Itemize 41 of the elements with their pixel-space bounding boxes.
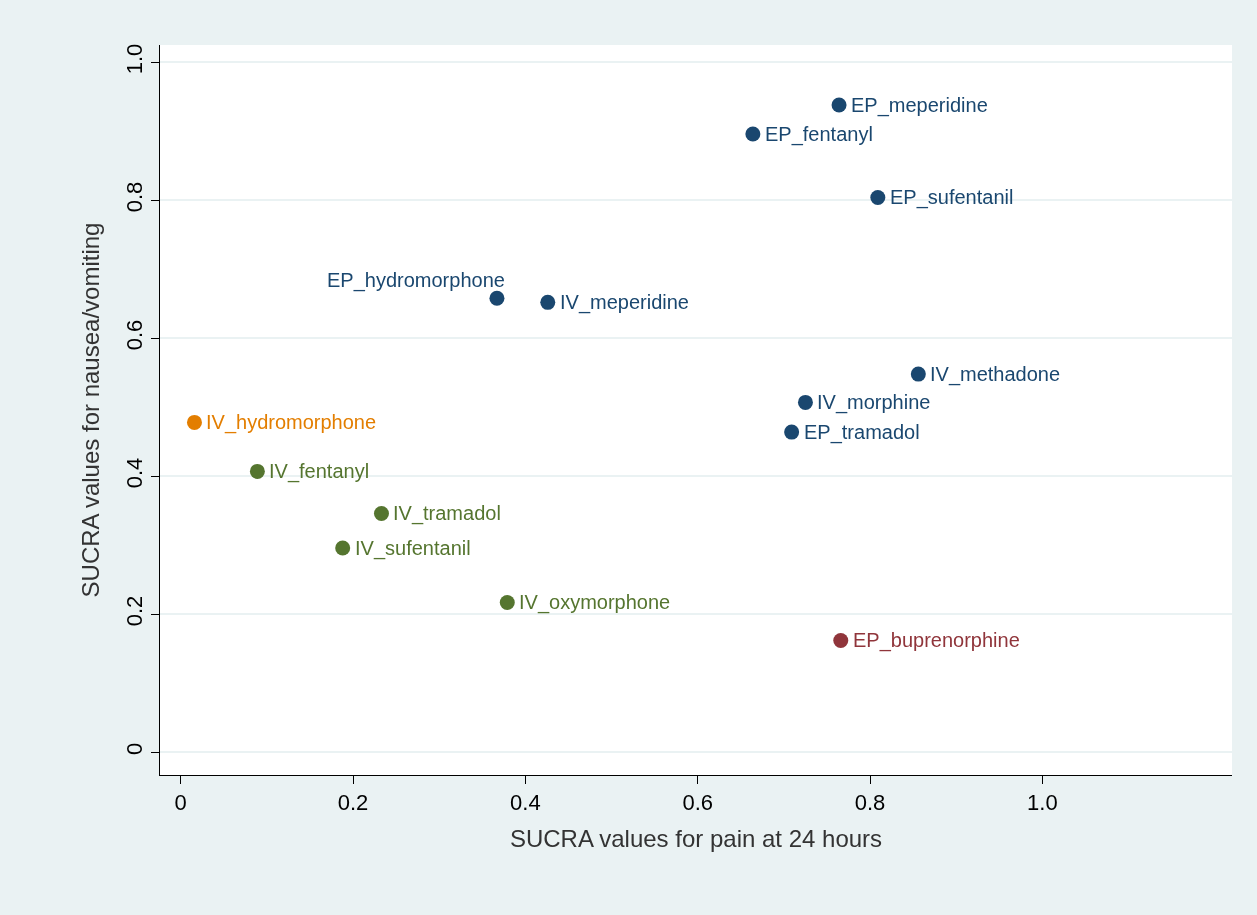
x-tick-label: 0.6 <box>682 790 714 816</box>
point <box>745 126 761 142</box>
annotation: EP_meperidine <box>851 94 988 117</box>
annotation: EP_tramadol <box>804 421 920 444</box>
y-tick-label: 0.2 <box>122 595 148 627</box>
point <box>784 424 800 440</box>
x-tick-label: 1.0 <box>1027 790 1058 816</box>
annotation: IV_morphine <box>817 391 931 414</box>
x-tick-label: 0.4 <box>510 790 541 816</box>
point <box>831 97 847 113</box>
point <box>373 506 389 521</box>
point <box>249 463 265 479</box>
point <box>499 595 515 610</box>
y-tick-label: 0.6 <box>122 319 148 351</box>
annotation: EP_sufentanil <box>890 186 1014 209</box>
y-tick-label: 0 <box>122 742 148 756</box>
y-axis-title: SUCRA values for nausea/vomiting <box>77 222 105 598</box>
annotation: IV_oxymorphone <box>519 591 671 614</box>
point <box>797 394 813 410</box>
point <box>540 294 556 310</box>
annotation: EP_buprenorphine <box>853 629 1020 652</box>
point <box>833 632 849 648</box>
annotation: IV_meperidine <box>560 291 689 314</box>
point <box>910 366 926 382</box>
point <box>335 540 351 556</box>
annotation: IV_fentanyl <box>269 460 370 483</box>
x-tick-label: 0.8 <box>854 790 886 816</box>
annotation: IV_methadone <box>930 363 1061 386</box>
point <box>186 414 202 430</box>
annotation: EP_hydromorphone <box>327 269 505 292</box>
point <box>870 189 886 205</box>
x-axis-title: SUCRA values for pain at 24 hours <box>509 824 883 852</box>
y-tick-label: 0.4 <box>122 457 148 489</box>
annotation: EP_fentanyl <box>765 123 873 146</box>
x-tick-label: 0.2 <box>337 790 369 816</box>
y-tick-label: 1.0 <box>122 43 148 75</box>
annotation: IV_sufentanil <box>355 537 471 560</box>
annotation: IV_tramadol <box>393 502 501 525</box>
y-tick-label: 0.8 <box>122 181 148 213</box>
annotation: IV_hydromorphone <box>206 411 377 434</box>
x-tick-label: 0 <box>174 790 187 816</box>
